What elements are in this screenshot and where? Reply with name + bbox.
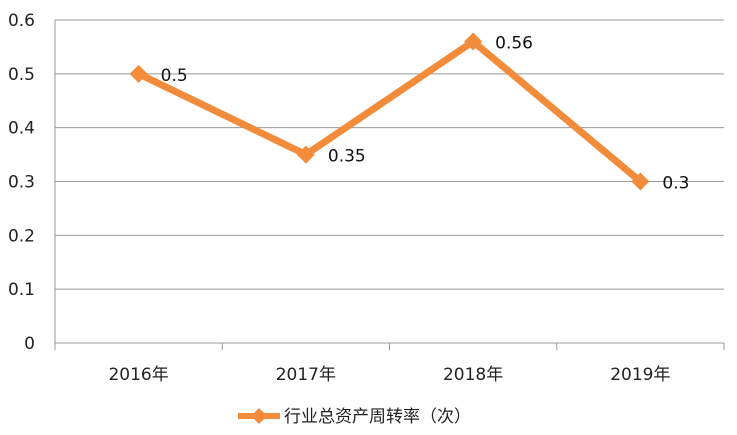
y-tick-label: 0.2 [8, 226, 35, 246]
data-point [464, 32, 483, 51]
data-point [631, 172, 650, 191]
y-tick-label: 0.5 [8, 65, 35, 85]
x-tick-label: 2017年 [276, 365, 336, 385]
x-tick-label: 2018年 [443, 365, 503, 385]
legend: 行业总资产周转率（次） [238, 407, 471, 427]
legend-label: 行业总资产周转率（次） [284, 407, 471, 427]
series-line [135, 38, 644, 185]
series-group: 0.5 0.35 0.56 0.3 [129, 32, 689, 194]
x-tick-label: 2016年 [108, 365, 168, 385]
y-tick-label: 0.6 [8, 11, 35, 31]
y-tick-label: 0 [24, 334, 35, 354]
x-axis: 2016年 2017年 2018年 2019年 [54, 20, 725, 385]
y-tick-label: 0.4 [8, 119, 35, 139]
data-label: 0.5 [161, 66, 188, 86]
gridlines [55, 19, 724, 344]
legend-marker [251, 408, 267, 424]
data-point [296, 145, 315, 164]
x-tick-label: 2019年 [610, 365, 670, 385]
data-point [129, 64, 148, 83]
y-tick-label: 0.1 [8, 280, 35, 300]
data-label: 0.56 [495, 34, 533, 54]
data-label: 0.3 [662, 174, 689, 194]
y-axis-ticks: 0 0.1 0.2 0.3 0.4 0.5 0.6 [8, 11, 35, 354]
data-label: 0.35 [328, 147, 366, 167]
y-tick-label: 0.3 [8, 173, 35, 193]
